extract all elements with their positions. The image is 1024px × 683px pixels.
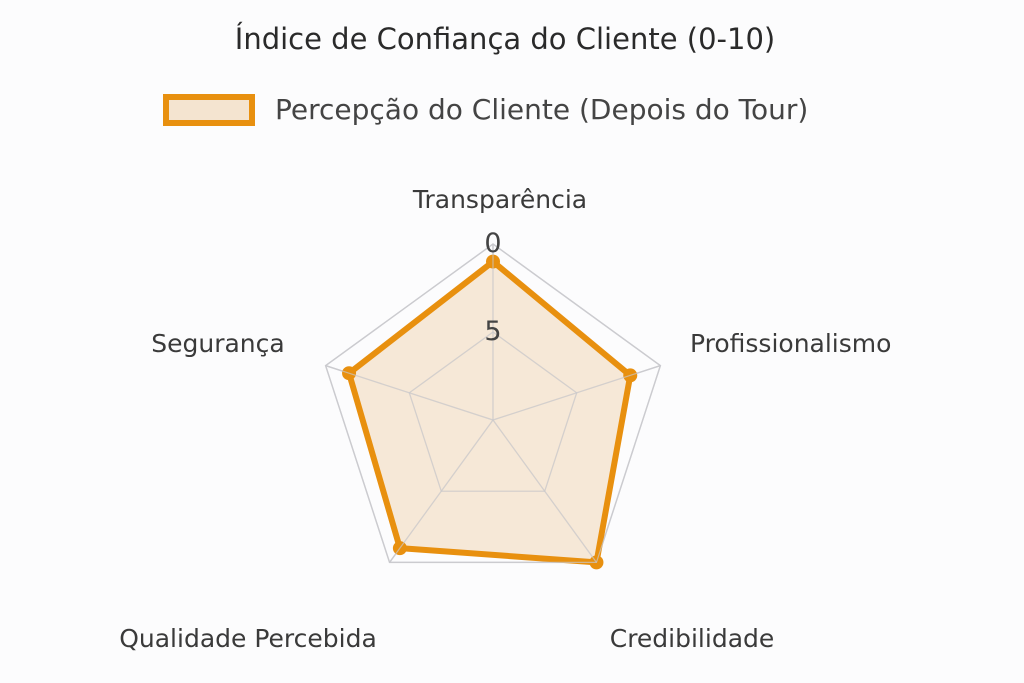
radial-tick-label: 5 — [484, 316, 501, 347]
grid-ring-overlay — [408, 331, 578, 492]
axis-label: Segurança — [151, 329, 284, 358]
radial-tick-label: 0 — [484, 228, 501, 259]
legend-swatch — [163, 93, 255, 126]
axis-label: Profissionalismo — [690, 329, 891, 358]
grid-ring-overlay — [324, 243, 662, 563]
series-area — [346, 258, 634, 566]
grid-spoke-overlay — [492, 365, 661, 421]
grid-spoke-overlay — [325, 365, 494, 421]
legend-label: Percepção do Cliente (Depois do Tour) — [275, 93, 809, 126]
legend: Percepção do Cliente (Depois do Tour) — [163, 93, 808, 126]
axis-label: Transparência — [412, 185, 587, 214]
axis-label: Qualidade Percebida — [119, 624, 377, 653]
chart-title: Índice de Confiança do Cliente (0-10) — [234, 22, 776, 56]
grid-spoke-overlay — [492, 419, 597, 563]
axis-label: Credibilidade — [610, 624, 775, 653]
grid-spoke-overlay — [389, 419, 494, 563]
